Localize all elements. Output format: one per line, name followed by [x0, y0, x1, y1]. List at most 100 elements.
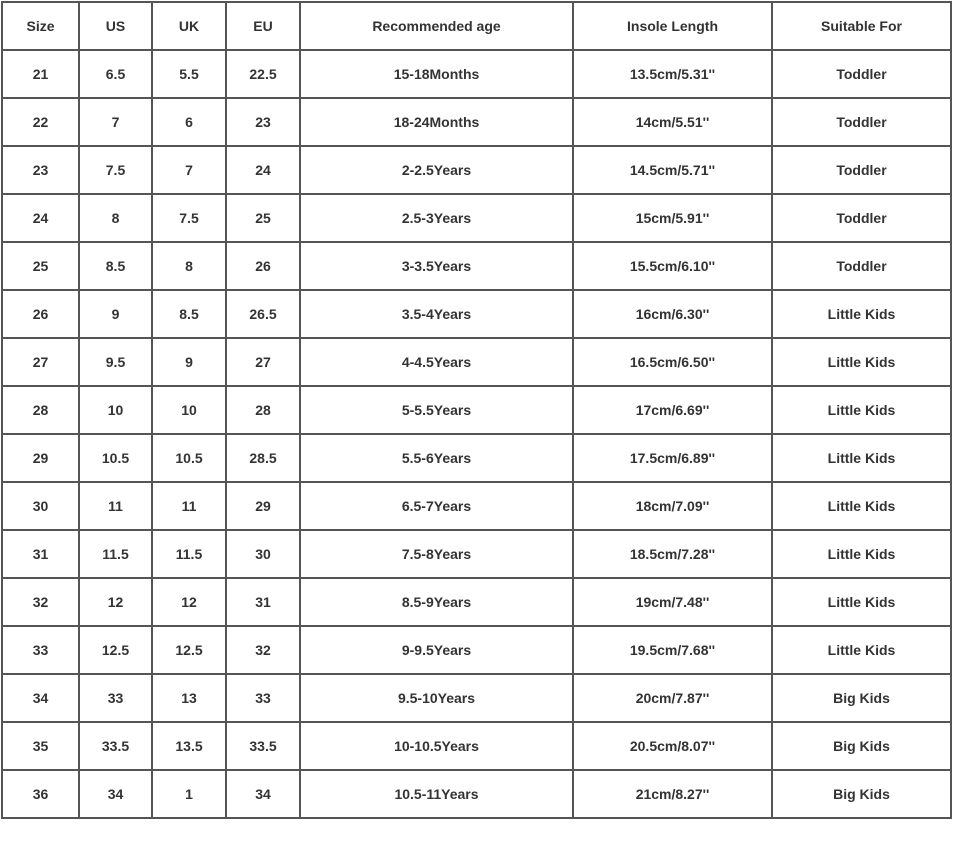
- cell-eu: 33: [225, 673, 301, 723]
- header-uk: UK: [151, 1, 227, 51]
- cell-uk: 12: [151, 577, 227, 627]
- cell-size: 30: [1, 481, 80, 531]
- cell-us: 9.5: [78, 337, 153, 387]
- cell-recommended-age: 7.5-8Years: [299, 529, 574, 579]
- cell-us: 33.5: [78, 721, 153, 771]
- table-row: 26 9 8.5 26.5 3.5-4Years 16cm/6.30'' Little Ki…: [1, 289, 952, 339]
- cell-suitable-for: Big Kids: [771, 673, 952, 723]
- cell-recommended-age: 10-10.5Years: [299, 721, 574, 771]
- cell-uk: 11: [151, 481, 227, 531]
- cell-recommended-age: 5-5.5Years: [299, 385, 574, 435]
- cell-us: 12.5: [78, 625, 153, 675]
- cell-recommended-age: 3.5-4Years: [299, 289, 574, 339]
- cell-insole-length: 14.5cm/5.71'': [572, 145, 773, 195]
- cell-uk: 7: [151, 145, 227, 195]
- cell-eu: 32: [225, 625, 301, 675]
- header-us: US: [78, 1, 153, 51]
- cell-suitable-for: Toddler: [771, 241, 952, 291]
- cell-us: 10: [78, 385, 153, 435]
- header-recommended-age: Recommended age: [299, 1, 574, 51]
- cell-suitable-for: Little Kids: [771, 289, 952, 339]
- cell-us: 8.5: [78, 241, 153, 291]
- cell-insole-length: 20cm/7.87'': [572, 673, 773, 723]
- cell-suitable-for: Little Kids: [771, 625, 952, 675]
- cell-suitable-for: Toddler: [771, 49, 952, 99]
- header-eu: EU: [225, 1, 301, 51]
- cell-eu: 30: [225, 529, 301, 579]
- cell-insole-length: 15cm/5.91'': [572, 193, 773, 243]
- cell-eu: 22.5: [225, 49, 301, 99]
- cell-eu: 33.5: [225, 721, 301, 771]
- cell-uk: 8.5: [151, 289, 227, 339]
- table-row: 32 12 12 31 8.5-9Years 19cm/7.48'' Little Kids: [1, 577, 952, 627]
- cell-insole-length: 20.5cm/8.07'': [572, 721, 773, 771]
- cell-us: 11: [78, 481, 153, 531]
- cell-insole-length: 18.5cm/7.28'': [572, 529, 773, 579]
- cell-recommended-age: 2-2.5Years: [299, 145, 574, 195]
- cell-uk: 8: [151, 241, 227, 291]
- table-row: 31 11.5 11.5 30 7.5-8Years 18.5cm/7.28'' Littl…: [1, 529, 952, 579]
- table-row: 35 33.5 13.5 33.5 10-10.5Years 20.5cm/8.07'' B…: [1, 721, 952, 771]
- cell-eu: 26: [225, 241, 301, 291]
- cell-us: 12: [78, 577, 153, 627]
- cell-insole-length: 17cm/6.69'': [572, 385, 773, 435]
- table-row: 21 6.5 5.5 22.5 15-18Months 13.5cm/5.31'' Todd…: [1, 49, 952, 99]
- cell-us: 8: [78, 193, 153, 243]
- cell-insole-length: 17.5cm/6.89'': [572, 433, 773, 483]
- header-suitable-for: Suitable For: [771, 1, 952, 51]
- cell-us: 9: [78, 289, 153, 339]
- cell-suitable-for: Toddler: [771, 97, 952, 147]
- cell-uk: 10: [151, 385, 227, 435]
- cell-size: 23: [1, 145, 80, 195]
- cell-insole-length: 21cm/8.27'': [572, 769, 773, 819]
- table-row: 25 8.5 8 26 3-3.5Years 15.5cm/6.10'' Toddler: [1, 241, 952, 291]
- table-row: 28 10 10 28 5-5.5Years 17cm/6.69'' Little Kids: [1, 385, 952, 435]
- cell-eu: 25: [225, 193, 301, 243]
- cell-insole-length: 13.5cm/5.31'': [572, 49, 773, 99]
- cell-size: 29: [1, 433, 80, 483]
- cell-size: 36: [1, 769, 80, 819]
- cell-recommended-age: 4-4.5Years: [299, 337, 574, 387]
- table-row: 30 11 11 29 6.5-7Years 18cm/7.09'' Little Kids: [1, 481, 952, 531]
- cell-eu: 27: [225, 337, 301, 387]
- cell-recommended-age: 9-9.5Years: [299, 625, 574, 675]
- cell-eu: 28: [225, 385, 301, 435]
- cell-suitable-for: Little Kids: [771, 481, 952, 531]
- cell-suitable-for: Toddler: [771, 145, 952, 195]
- cell-uk: 7.5: [151, 193, 227, 243]
- cell-insole-length: 19cm/7.48'': [572, 577, 773, 627]
- cell-recommended-age: 6.5-7Years: [299, 481, 574, 531]
- cell-size: 21: [1, 49, 80, 99]
- cell-us: 33: [78, 673, 153, 723]
- cell-insole-length: 15.5cm/6.10'': [572, 241, 773, 291]
- cell-suitable-for: Little Kids: [771, 529, 952, 579]
- cell-recommended-age: 3-3.5Years: [299, 241, 574, 291]
- cell-suitable-for: Big Kids: [771, 769, 952, 819]
- cell-eu: 23: [225, 97, 301, 147]
- cell-recommended-age: 10.5-11Years: [299, 769, 574, 819]
- cell-size: 35: [1, 721, 80, 771]
- cell-size: 24: [1, 193, 80, 243]
- cell-uk: 6: [151, 97, 227, 147]
- cell-recommended-age: 5.5-6Years: [299, 433, 574, 483]
- cell-us: 7: [78, 97, 153, 147]
- cell-us: 11.5: [78, 529, 153, 579]
- cell-recommended-age: 18-24Months: [299, 97, 574, 147]
- header-insole-length: Insole Length: [572, 1, 773, 51]
- table-row: 29 10.5 10.5 28.5 5.5-6Years 17.5cm/6.89'' Lit…: [1, 433, 952, 483]
- cell-us: 6.5: [78, 49, 153, 99]
- size-chart-table: Size US UK EU Recommended age Insole Length Su…: [1, 1, 952, 819]
- cell-recommended-age: 8.5-9Years: [299, 577, 574, 627]
- cell-us: 34: [78, 769, 153, 819]
- table-row: 24 8 7.5 25 2.5-3Years 15cm/5.91'' Toddler: [1, 193, 952, 243]
- cell-recommended-age: 2.5-3Years: [299, 193, 574, 243]
- cell-size: 32: [1, 577, 80, 627]
- cell-us: 10.5: [78, 433, 153, 483]
- cell-suitable-for: Little Kids: [771, 337, 952, 387]
- cell-suitable-for: Little Kids: [771, 577, 952, 627]
- table-row: 33 12.5 12.5 32 9-9.5Years 19.5cm/7.68'' Littl…: [1, 625, 952, 675]
- cell-size: 31: [1, 529, 80, 579]
- cell-suitable-for: Big Kids: [771, 721, 952, 771]
- header-size: Size: [1, 1, 80, 51]
- cell-insole-length: 19.5cm/7.68'': [572, 625, 773, 675]
